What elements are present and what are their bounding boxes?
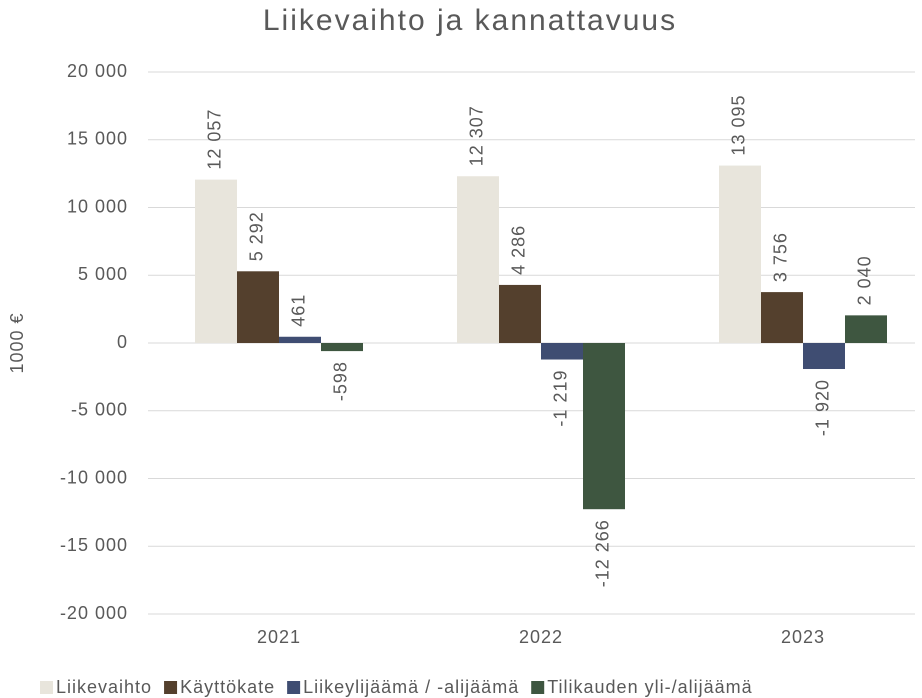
data-label: 3 756	[771, 232, 791, 282]
y-tick-label: -10 000	[60, 467, 128, 487]
x-tick-label: 2022	[519, 627, 563, 647]
bar	[195, 179, 237, 343]
bar	[761, 292, 803, 343]
x-tick-label: 2023	[781, 627, 825, 647]
data-label: 4 286	[509, 225, 529, 275]
y-tick-label: -5 000	[71, 400, 128, 420]
data-label: -1 219	[551, 370, 571, 427]
bar	[845, 315, 887, 343]
legend-label: Liikeylijäämä / -alijäämä	[303, 677, 519, 697]
data-label: 13 095	[729, 95, 749, 156]
data-label: 12 307	[467, 105, 487, 166]
data-label: 12 057	[205, 109, 225, 170]
y-tick-label: 20 000	[67, 61, 128, 81]
legend-swatch	[287, 681, 301, 694]
legend-label: Liikevaihto	[56, 677, 152, 697]
data-label: 2 040	[855, 255, 875, 305]
y-tick-label: -15 000	[60, 535, 128, 555]
legend-swatch	[531, 681, 545, 694]
legend-label: Tilikauden yli-/alijäämä	[547, 677, 752, 697]
bar	[499, 284, 541, 343]
data-label: -598	[331, 361, 351, 401]
y-tick-label: 5 000	[78, 264, 128, 284]
bar	[279, 336, 321, 343]
bar	[237, 271, 279, 343]
legend-label: Käyttökate	[180, 677, 275, 697]
legend-swatch	[40, 681, 53, 694]
data-label: -1 920	[813, 379, 833, 436]
y-axis-title: 1000 €	[7, 312, 27, 373]
bar	[719, 165, 761, 343]
y-tick-label: -20 000	[60, 603, 128, 623]
bar	[803, 343, 845, 370]
y-tick-label: 0	[117, 332, 128, 352]
y-tick-label: 15 000	[67, 129, 128, 149]
data-label: -12 266	[593, 519, 613, 587]
legend-swatch	[164, 681, 178, 694]
bar	[541, 343, 583, 360]
bar	[321, 343, 363, 352]
x-tick-label: 2021	[257, 627, 301, 647]
bar	[457, 176, 499, 343]
data-label: 5 292	[247, 211, 267, 261]
chart-title: Liikevaihto ja kannattavuus	[263, 4, 677, 37]
data-label: 461	[289, 294, 309, 327]
bar	[583, 343, 625, 510]
y-tick-label: 10 000	[67, 196, 128, 216]
